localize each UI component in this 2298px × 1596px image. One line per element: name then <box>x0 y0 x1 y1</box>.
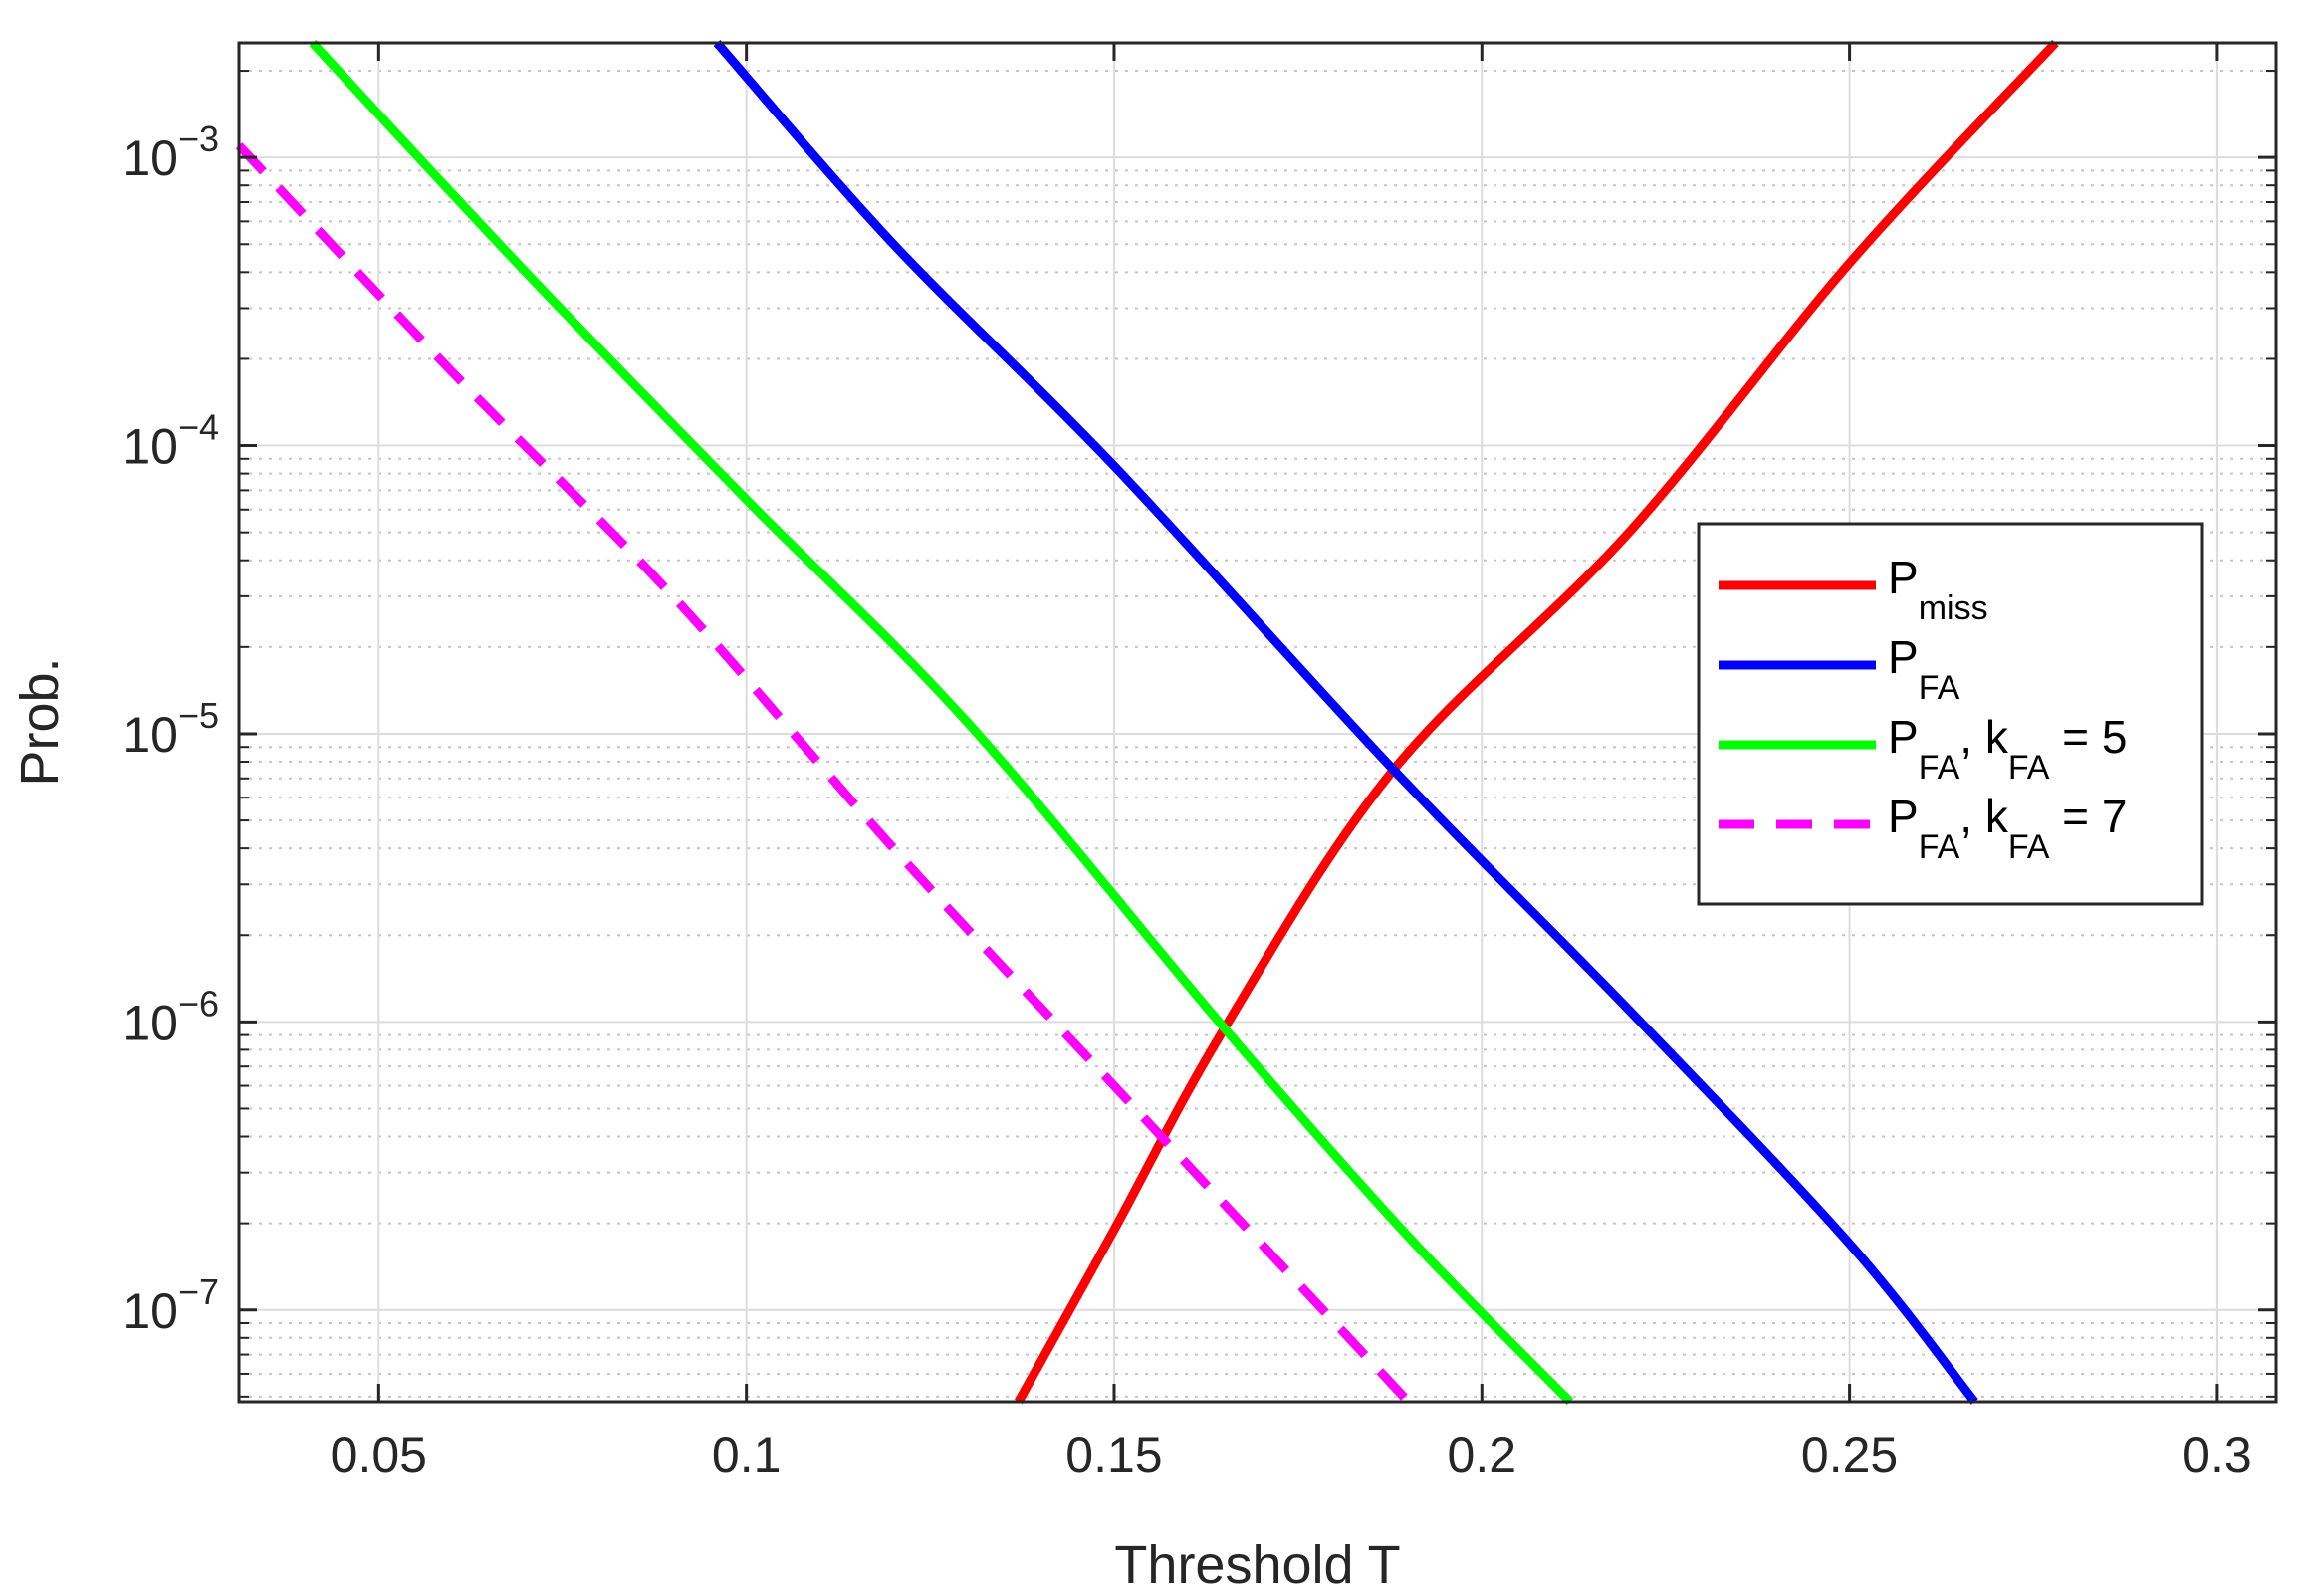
legend-label-main: P <box>1888 711 1919 763</box>
legend-label-1: Pmiss <box>1888 552 1988 627</box>
y-tick-label: 10−5 <box>122 695 219 763</box>
legend-label-subscript: FA <box>1919 828 1960 866</box>
minor-grid <box>239 70 2276 1398</box>
legend-label-subscript: FA <box>1919 749 1960 787</box>
y-tick-exponent: −4 <box>178 407 219 448</box>
x-tick-labels: 0.05 0.1 0.15 0.2 0.25 0.3 <box>331 1427 2252 1482</box>
x-axis-title: Threshold T <box>1114 1535 1400 1595</box>
major-grid <box>239 43 2276 1402</box>
legend-label-tail-2: = 7 <box>2049 791 2127 842</box>
legend-label-tail: , k <box>1959 711 2009 763</box>
y-tick-label: 10−3 <box>122 118 219 186</box>
legend-label-4: PFA, kFA = 7 <box>1888 791 2127 866</box>
legend-label-2: PFA <box>1888 631 1960 707</box>
y-tick-exponent: −5 <box>178 695 219 736</box>
y-tick-base: 10 <box>122 1283 178 1339</box>
series-line-4 <box>235 142 1412 1406</box>
x-tick-label: 0.25 <box>1801 1427 1898 1482</box>
series-line-2 <box>713 40 1978 1405</box>
legend-label-subscript-2: FA <box>2008 828 2050 866</box>
legend-label-main: P <box>1888 791 1919 842</box>
series-line-3 <box>309 39 1574 1406</box>
series-line-1 <box>1014 39 2059 1405</box>
y-axis-title: Prob. <box>10 657 70 786</box>
legend-label-main: P <box>1888 631 1919 683</box>
legend-label-3: PFA, kFA = 5 <box>1888 711 2127 787</box>
legend-label-tail-2: = 5 <box>2049 711 2127 763</box>
y-tick-labels: 10−710−610−510−410−3 <box>122 118 219 1339</box>
y-tick-label: 10−4 <box>122 407 219 475</box>
x-tick-label: 0.3 <box>2183 1427 2252 1482</box>
y-tick-exponent: −6 <box>178 983 219 1024</box>
y-tick-base: 10 <box>122 419 178 475</box>
y-tick-base: 10 <box>122 995 178 1050</box>
y-tick-base: 10 <box>122 707 178 763</box>
series-layer <box>235 39 2059 1406</box>
legend-label-subscript: FA <box>1919 669 1960 707</box>
legend-label-subscript: miss <box>1919 589 1988 627</box>
legend-label-subscript-2: FA <box>2008 749 2050 787</box>
ticks-layer <box>239 43 2276 1402</box>
y-tick-label: 10−7 <box>122 1271 219 1339</box>
legend-label-main: P <box>1888 552 1919 603</box>
y-tick-label: 10−6 <box>122 983 219 1050</box>
x-tick-label: 0.2 <box>1448 1427 1517 1482</box>
x-tick-label: 0.05 <box>331 1427 427 1482</box>
x-tick-label: 0.1 <box>712 1427 782 1482</box>
y-tick-exponent: −7 <box>178 1271 219 1312</box>
y-tick-exponent: −3 <box>178 118 219 159</box>
axes-box <box>237 41 2278 1404</box>
legend-label-tail: , k <box>1959 791 2009 842</box>
x-tick-label: 0.15 <box>1065 1427 1162 1482</box>
y-tick-base: 10 <box>122 130 178 186</box>
